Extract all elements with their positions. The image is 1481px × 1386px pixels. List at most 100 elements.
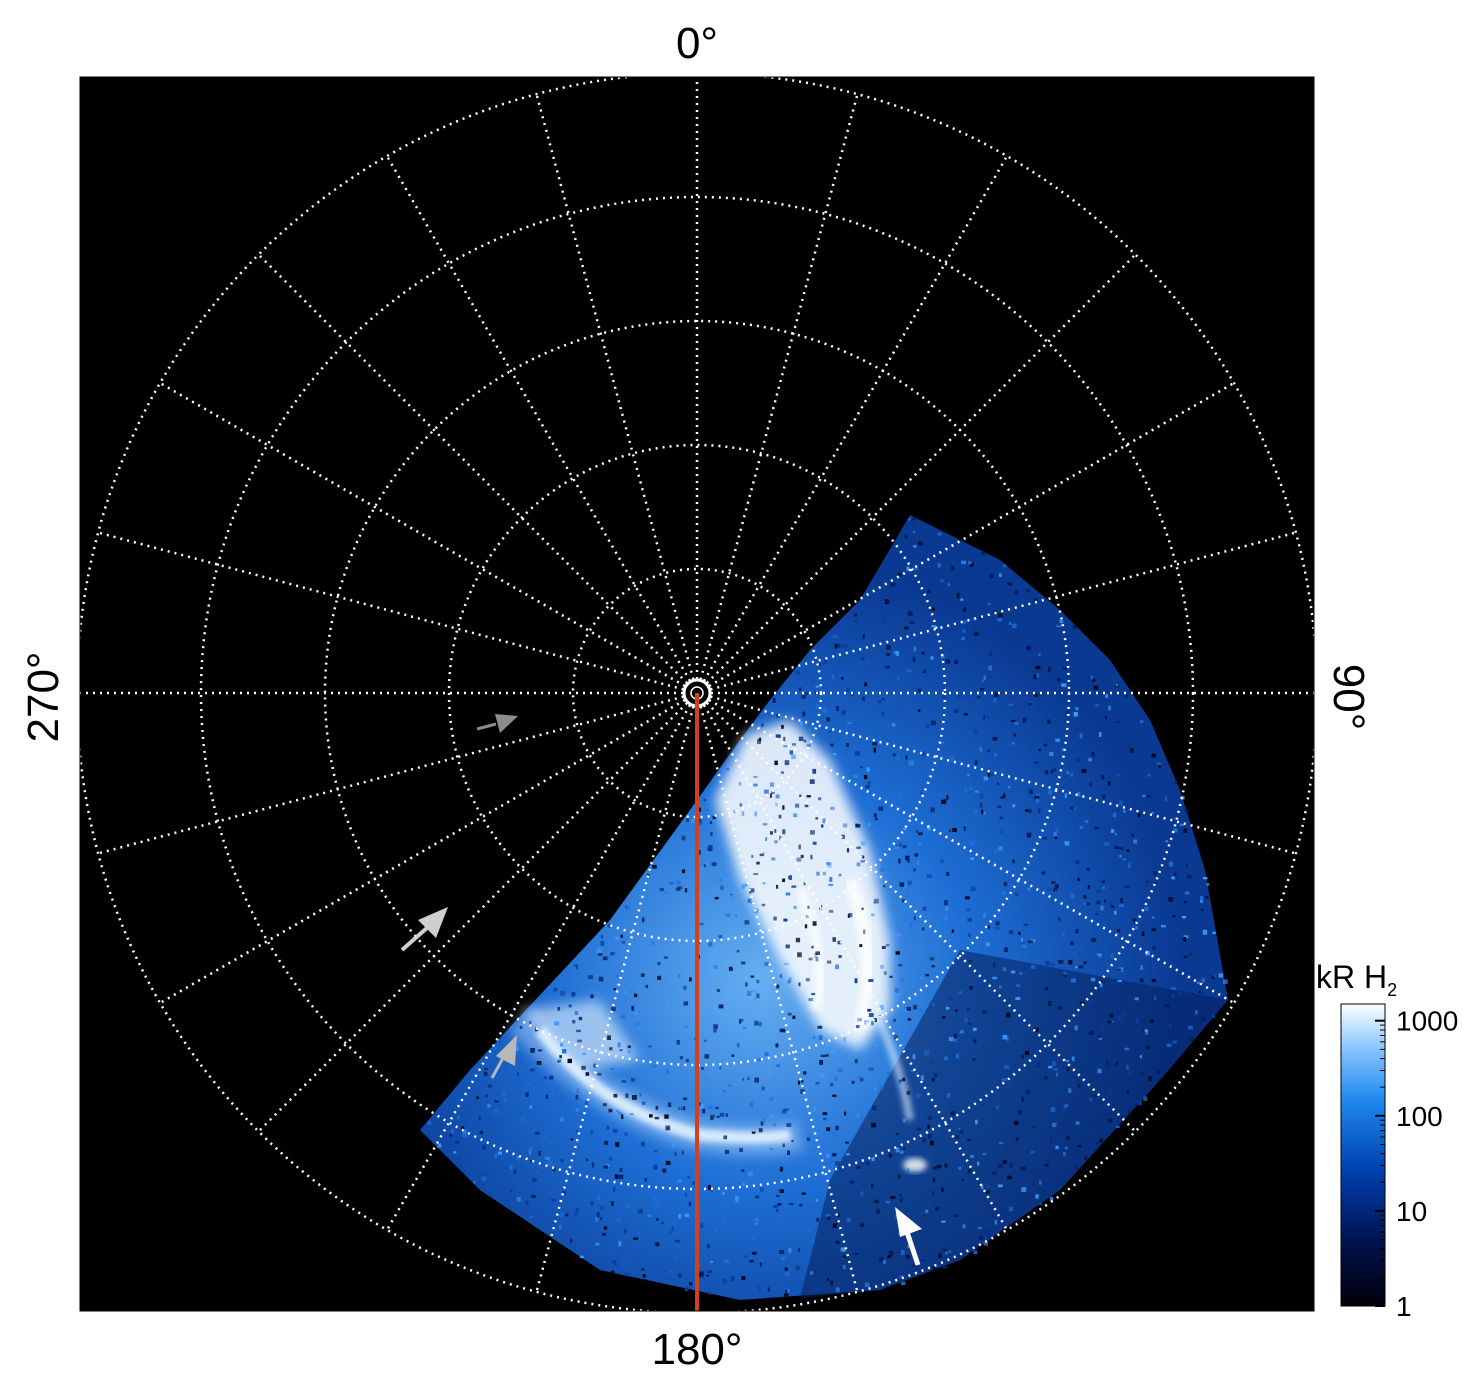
noise-pixel (720, 885, 724, 890)
noise-pixel (897, 676, 900, 681)
noise-pixel (1120, 898, 1123, 904)
noise-pixel (1045, 1164, 1049, 1167)
noise-pixel (617, 1111, 623, 1115)
noise-pixel (560, 1043, 564, 1047)
noise-pixel (979, 747, 982, 752)
noise-pixel (791, 885, 797, 888)
noise-pixel (615, 974, 619, 978)
noise-pixel (995, 1105, 999, 1110)
noise-pixel (1001, 1078, 1007, 1081)
noise-pixel (910, 1069, 915, 1073)
noise-pixel (1196, 981, 1200, 984)
noise-pixel (1008, 1206, 1014, 1212)
noise-pixel (913, 545, 917, 548)
noise-pixel (1034, 1161, 1038, 1164)
noise-pixel (1114, 910, 1117, 915)
noise-pixel (706, 1274, 710, 1277)
noise-pixel (1043, 743, 1048, 747)
noise-pixel (913, 868, 916, 872)
noise-pixel (912, 1264, 917, 1268)
noise-pixel (736, 950, 740, 953)
meridian-line (385, 704, 692, 1231)
noise-pixel (974, 729, 978, 734)
noise-pixel (1089, 782, 1093, 787)
upper-left-bright-patch (520, 1000, 640, 1070)
noise-pixel (1174, 901, 1178, 905)
noise-pixel (998, 846, 1003, 851)
noise-pixel (749, 1102, 753, 1107)
noise-pixel (998, 1142, 1004, 1145)
noise-pixel (791, 1139, 794, 1143)
noise-pixel (788, 1248, 792, 1253)
noise-pixel (1090, 977, 1096, 982)
noise-pixel (1195, 1010, 1198, 1015)
noise-pixel (981, 809, 984, 815)
noise-pixel (1101, 1093, 1105, 1098)
noise-pixel (654, 1155, 659, 1158)
noise-pixel (895, 951, 900, 955)
noise-pixel (912, 517, 917, 521)
noise-pixel (638, 1095, 644, 1099)
noise-pixel (846, 848, 850, 853)
noise-pixel (677, 974, 681, 978)
noise-pixel (800, 721, 803, 726)
noise-pixel (994, 1219, 998, 1225)
noise-pixel (1111, 905, 1115, 908)
noise-pixel (893, 1035, 899, 1040)
noise-pixel (1029, 789, 1033, 795)
noise-pixel (632, 1095, 637, 1100)
noise-pixel (942, 1016, 946, 1019)
noise-pixel (597, 1073, 602, 1076)
noise-pixel (1013, 1120, 1019, 1126)
noise-pixel (1138, 1100, 1142, 1106)
noise-pixel (1100, 669, 1105, 674)
noise-pixel (769, 1113, 775, 1118)
noise-pixel (800, 854, 804, 859)
noise-pixel (926, 874, 932, 878)
noise-pixel (527, 1065, 533, 1070)
noise-pixel (903, 882, 906, 888)
noise-pixel (987, 1076, 992, 1080)
noise-pixel (918, 843, 922, 846)
noise-pixel (1128, 1110, 1131, 1114)
noise-pixel (885, 1201, 890, 1204)
noise-pixel (784, 1272, 790, 1277)
noise-pixel (1050, 1107, 1056, 1112)
noise-pixel (862, 634, 865, 639)
noise-pixel (902, 899, 906, 903)
noise-pixel (543, 1076, 547, 1079)
noise-pixel (1030, 743, 1034, 746)
noise-pixel (535, 1131, 540, 1135)
noise-pixel (818, 663, 821, 667)
noise-pixel (641, 1268, 645, 1271)
noise-pixel (722, 1221, 726, 1224)
noise-pixel (494, 1100, 499, 1103)
noise-pixel (1119, 904, 1124, 907)
noise-pixel (725, 913, 731, 917)
noise-pixel (878, 700, 882, 703)
noise-pixel (1032, 1126, 1035, 1129)
noise-pixel (795, 937, 801, 943)
noise-pixel (665, 1127, 670, 1131)
noise-pixel (739, 803, 743, 807)
noise-pixel (1101, 775, 1105, 780)
noise-pixel (797, 1080, 800, 1085)
noise-pixel (1151, 811, 1154, 815)
noise-pixel (836, 1213, 841, 1217)
noise-pixel (1103, 833, 1109, 838)
arrow-gray-lower (490, 1035, 517, 1079)
noise-pixel (792, 1015, 796, 1019)
noise-pixel (708, 845, 713, 850)
noise-pixel (795, 670, 800, 675)
noise-pixel (1200, 908, 1204, 912)
noise-pixel (987, 749, 990, 753)
noise-pixel (976, 696, 981, 699)
noise-pixel (886, 645, 891, 650)
noise-pixel (820, 1073, 825, 1077)
noise-pixel (681, 1150, 684, 1155)
noise-pixel (849, 1217, 852, 1222)
noise-pixel (1151, 928, 1157, 932)
noise-pixel (1115, 1061, 1119, 1066)
noise-pixel (828, 909, 834, 913)
noise-pixel (647, 1045, 653, 1048)
